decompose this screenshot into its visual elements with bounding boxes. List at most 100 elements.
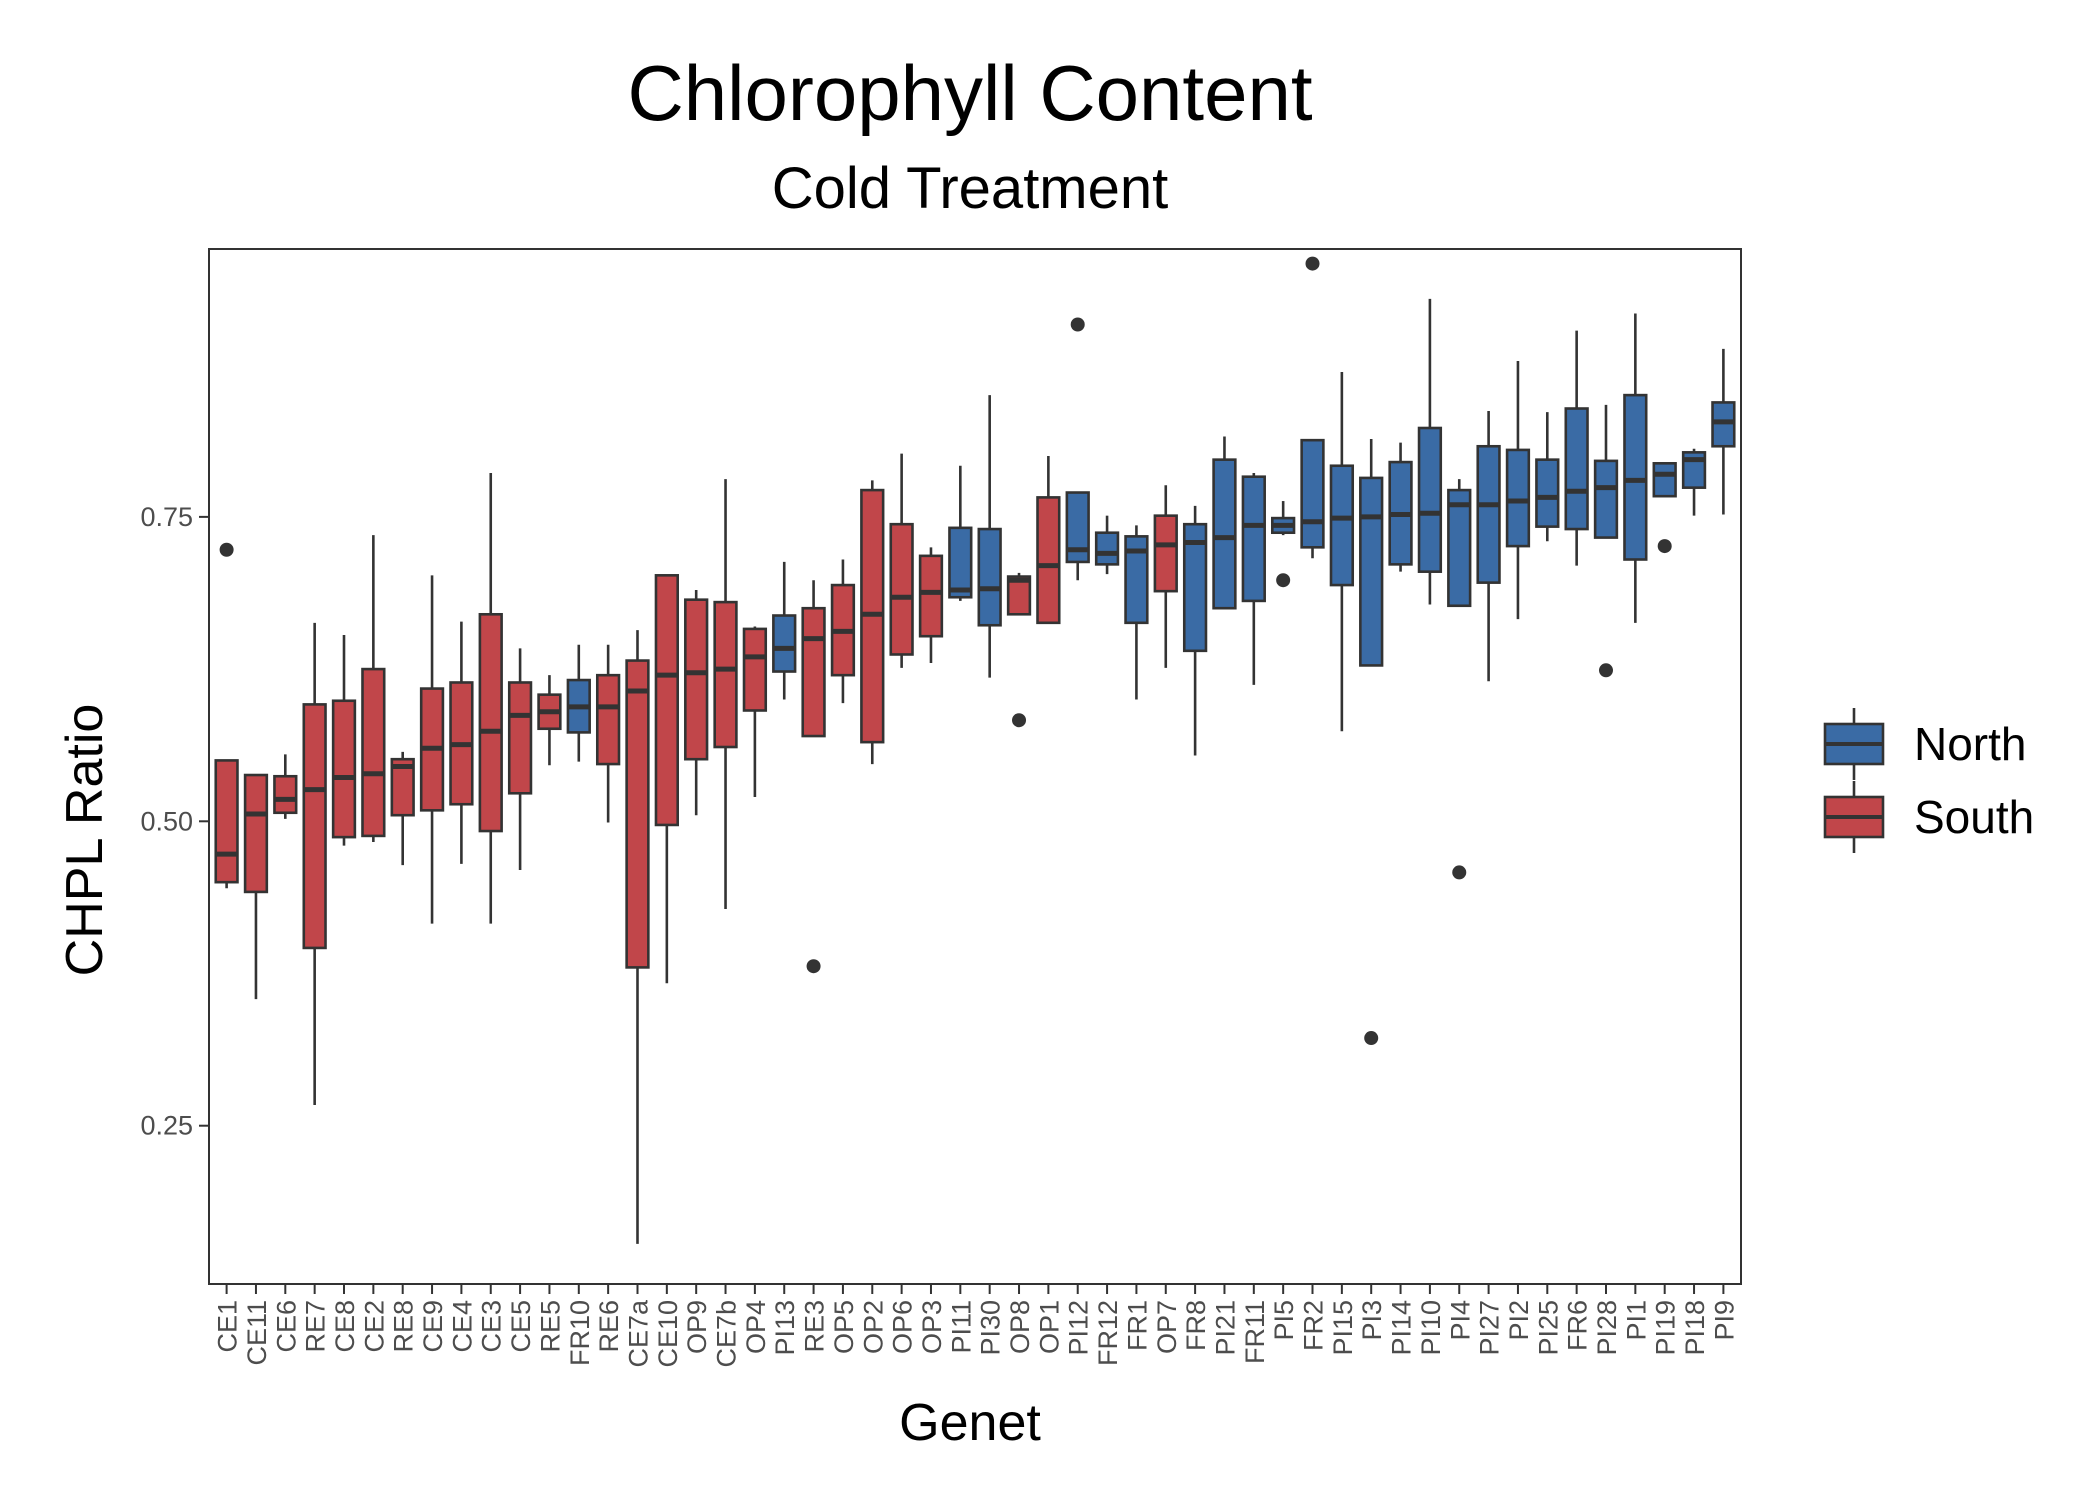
box-CE6 [273, 754, 298, 819]
box-FR1 [1124, 525, 1149, 700]
box-PI27 [1476, 410, 1501, 682]
x-tick-label: PI21 [1210, 1300, 1240, 1356]
box-RE8 [390, 751, 415, 866]
box-CE5 [507, 648, 533, 870]
x-tick-label: CE3 [477, 1300, 507, 1353]
box-CE2 [361, 535, 386, 842]
x-tick-label: PI13 [770, 1300, 800, 1356]
outlier-point [1452, 865, 1467, 880]
x-tick-label: CE4 [447, 1300, 477, 1353]
box-PI25 [1535, 412, 1560, 542]
box-body [1124, 535, 1149, 625]
box-body [918, 554, 944, 638]
x-tick-label: FR1 [1122, 1300, 1152, 1351]
legend: North South [1823, 708, 2034, 853]
box-body [625, 659, 650, 969]
x-tick-label: PI14 [1387, 1300, 1417, 1356]
box-PI14 [1388, 442, 1413, 572]
box-PI1 [1623, 313, 1648, 623]
x-tick-label: OP1 [1034, 1300, 1064, 1354]
box-body [742, 627, 768, 712]
x-axis-title: Genet [899, 1394, 1041, 1452]
box-PI9 [1711, 348, 1736, 515]
box-body [1417, 426, 1443, 573]
outlier-point [1305, 256, 1320, 271]
box-PI10 [1417, 298, 1443, 605]
outlier-point [806, 959, 821, 974]
x-tick-label: PI1 [1621, 1300, 1651, 1341]
x-tick-label: CE9 [418, 1300, 448, 1353]
box-RE7 [302, 622, 327, 1106]
box-body [302, 703, 327, 950]
box-body [948, 526, 973, 599]
y-axis-title: CHPL Ratio [56, 704, 114, 977]
box-PI28 [1593, 404, 1619, 678]
box-body [331, 699, 357, 839]
box-body [801, 606, 826, 738]
x-tick-label: CE2 [359, 1300, 389, 1353]
y-tick-label: 0.25 [140, 1111, 193, 1141]
x-tick-label: PI18 [1680, 1300, 1710, 1356]
box-OP7 [1153, 485, 1178, 668]
box-body [507, 681, 533, 795]
x-tick-label: PI4 [1445, 1300, 1475, 1341]
box-CE7a [625, 630, 650, 1244]
box-PI30 [977, 395, 1002, 678]
box-body [361, 667, 386, 838]
box-CE1 [214, 542, 239, 889]
x-tick-label: CE1 [213, 1300, 243, 1353]
box-PI5 [1271, 501, 1296, 588]
box-FR10 [566, 644, 591, 762]
x-tick-label: FR12 [1093, 1300, 1123, 1366]
outlier-point [1657, 539, 1672, 554]
x-tick-label: PI27 [1475, 1300, 1505, 1356]
box-CE9 [419, 575, 445, 924]
box-body [1182, 522, 1208, 653]
outlier-point [219, 542, 234, 557]
x-tick-label: OP5 [829, 1300, 859, 1354]
box-PI19 [1652, 462, 1677, 554]
box-body [1006, 575, 1032, 616]
box-body [214, 759, 239, 884]
x-tick-label: RE8 [389, 1300, 419, 1353]
box-OP1 [1036, 456, 1061, 625]
box-PI2 [1505, 361, 1531, 620]
box-body [1094, 531, 1120, 566]
box-body [1652, 462, 1677, 498]
x-tick-label: PI25 [1533, 1300, 1563, 1356]
x-tick-label: OP8 [1005, 1300, 1035, 1354]
x-tick-label: RE5 [535, 1300, 565, 1353]
x-tick-label: CE6 [271, 1300, 301, 1353]
x-tick-label: FR8 [1181, 1300, 1211, 1351]
x-tick-label: PI2 [1504, 1300, 1534, 1341]
x-tick-label: FR2 [1299, 1300, 1329, 1351]
x-tick-label: OP6 [888, 1300, 918, 1354]
box-OP6 [889, 453, 914, 668]
box-body [1447, 488, 1472, 608]
box-FR6 [1564, 330, 1589, 566]
outlier-point [1012, 713, 1027, 728]
box-body [654, 574, 679, 827]
box-body [1036, 496, 1061, 625]
x-tick-label: OP3 [917, 1300, 947, 1354]
box-CE7b [713, 479, 738, 909]
box-body [1212, 458, 1237, 610]
box-body [889, 522, 914, 656]
box-body [1623, 393, 1648, 561]
x-tick-label: PI3 [1357, 1300, 1387, 1341]
box-CE4 [449, 621, 474, 864]
x-tick-label: CE7b [712, 1300, 742, 1368]
x-tick-label: PI28 [1592, 1300, 1622, 1356]
box-OP8 [1006, 572, 1032, 728]
box-body [1476, 444, 1501, 584]
box-CE10 [654, 574, 679, 984]
x-tick-label: FR11 [1240, 1300, 1270, 1364]
x-tick-label: CE7a [623, 1299, 653, 1368]
x-tick-label: PI5 [1269, 1300, 1299, 1341]
box-FR2 [1300, 256, 1325, 559]
box-body [1329, 464, 1355, 587]
box-OP2 [860, 480, 885, 765]
box-body [713, 600, 738, 749]
box-FR11 [1241, 473, 1266, 685]
